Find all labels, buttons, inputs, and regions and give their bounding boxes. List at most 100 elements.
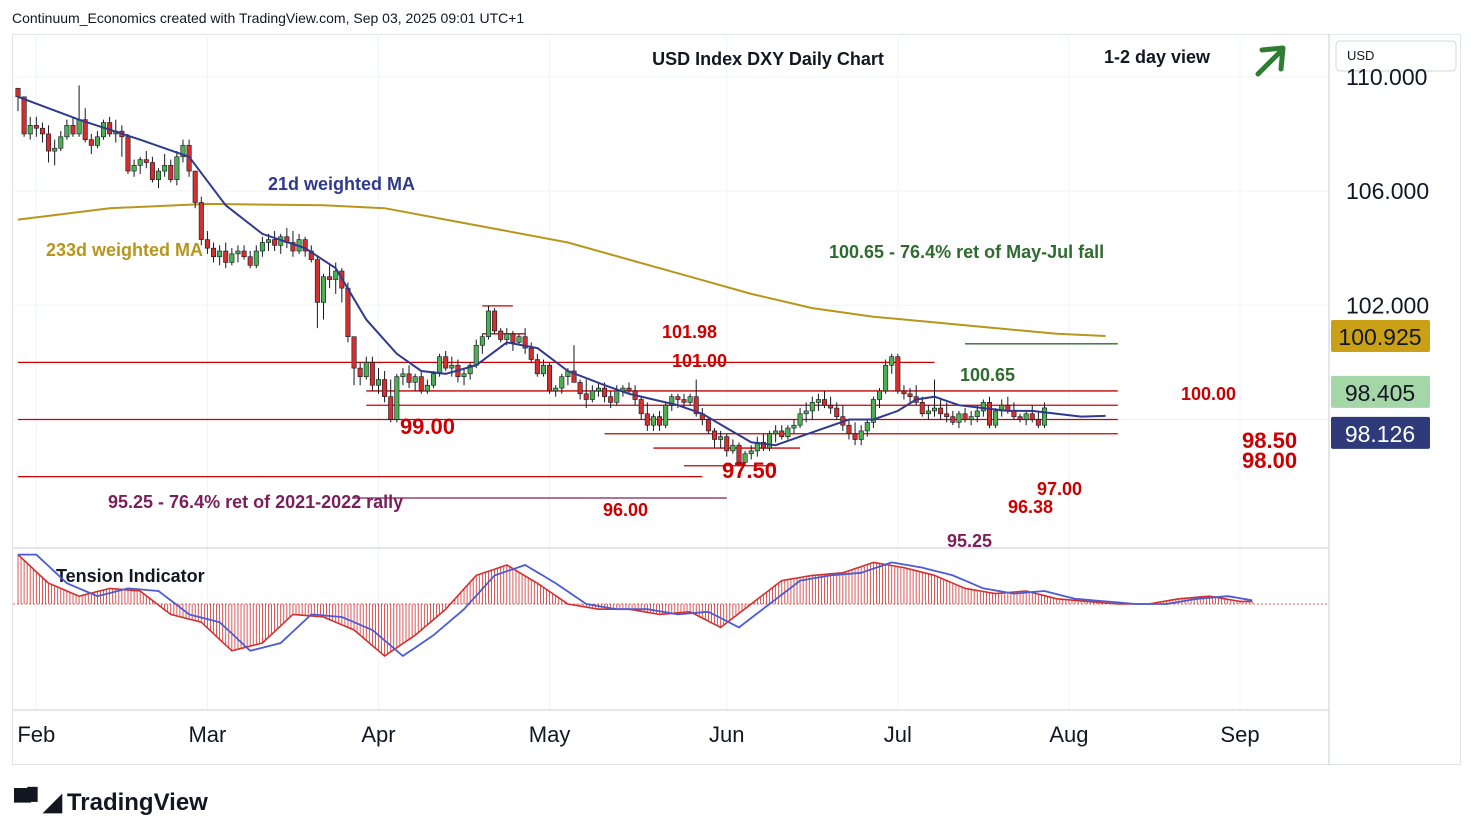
candle <box>852 422 858 446</box>
candle <box>534 353 540 377</box>
candle <box>956 410 962 429</box>
candle-body <box>901 390 907 395</box>
candle-body <box>498 330 504 340</box>
level-label-96.00: 96.00 <box>603 500 648 520</box>
candle-body <box>406 373 412 383</box>
candle-body <box>993 410 999 426</box>
candle-body <box>925 410 931 415</box>
candle-body <box>742 453 748 463</box>
candle-body <box>938 407 944 415</box>
candle-body <box>748 450 754 455</box>
candle <box>730 439 736 454</box>
level-label-100.00: 100.00 <box>1181 384 1236 404</box>
candle <box>192 170 198 209</box>
ma233-path <box>17 202 1106 337</box>
candle-body <box>357 367 363 377</box>
candle-body <box>217 250 223 258</box>
candle <box>412 373 418 391</box>
candle <box>229 248 235 266</box>
candle <box>828 396 834 414</box>
candle-body <box>46 133 52 152</box>
candle <box>773 425 779 443</box>
candle <box>52 139 58 166</box>
annotation-76-4-may-jul: 100.65 - 76.4% ret of May-Jul fall <box>829 242 1104 262</box>
candle-body <box>162 165 168 172</box>
candle <box>247 251 253 269</box>
candle <box>528 342 534 363</box>
candle <box>241 245 247 260</box>
candle-body <box>705 419 711 432</box>
candle-body <box>559 376 565 389</box>
candle-body <box>974 410 980 417</box>
candle <box>76 85 82 137</box>
candle <box>712 428 718 449</box>
candle-body <box>516 336 522 343</box>
candle <box>663 402 669 429</box>
candle-body <box>467 364 473 375</box>
currency-label: USD <box>1347 48 1374 63</box>
candle-body <box>852 433 858 440</box>
level-label-99.00: 99.00 <box>400 414 455 439</box>
candle-body <box>1035 419 1041 426</box>
candle-body <box>577 382 583 395</box>
candle-body <box>174 156 180 180</box>
candle <box>351 336 357 386</box>
candle-body <box>522 336 528 349</box>
candle <box>278 233 284 254</box>
candle-body <box>333 270 339 280</box>
candle <box>58 131 64 152</box>
candle <box>296 233 302 254</box>
candle <box>143 151 149 169</box>
candle <box>760 433 766 451</box>
candle-body <box>540 364 546 375</box>
candle <box>901 385 907 400</box>
candle <box>583 379 589 409</box>
candle-body <box>534 359 540 375</box>
currency-box <box>1335 40 1457 72</box>
candle <box>650 413 656 431</box>
candle <box>64 119 70 140</box>
candle-body <box>595 387 601 392</box>
candle <box>449 356 455 377</box>
candle <box>168 159 174 183</box>
candle <box>748 445 754 460</box>
candle-body <box>272 239 278 246</box>
candle <box>742 450 748 466</box>
ma21-path <box>17 95 1106 447</box>
candle <box>883 359 889 394</box>
candle-body <box>1029 413 1035 420</box>
candle <box>846 419 852 440</box>
price-badge-label: 98.405 <box>1345 380 1415 406</box>
candle-body <box>94 136 100 146</box>
candle <box>259 236 265 257</box>
candle-body <box>638 399 644 415</box>
candle <box>107 116 113 137</box>
time-axis[interactable]: Feb Mar Apr May Jun Jul Aug Sep <box>17 722 1259 747</box>
candle <box>779 425 785 440</box>
candle <box>162 153 168 177</box>
candle-body <box>718 436 724 440</box>
candle <box>369 356 375 391</box>
candle <box>339 268 345 303</box>
candle-body <box>657 416 663 426</box>
level-label-97.00: 97.00 <box>1037 479 1082 499</box>
candle-body <box>950 416 956 423</box>
candle-body <box>485 310 491 337</box>
candle <box>357 362 363 386</box>
candle-body <box>681 399 687 403</box>
trend-arrow-head <box>1259 45 1286 72</box>
candle <box>736 442 742 466</box>
candle <box>699 408 705 426</box>
candle <box>198 196 204 246</box>
candle <box>657 410 663 431</box>
candle <box>540 359 546 377</box>
candle-body <box>156 170 162 180</box>
candle <box>577 379 583 400</box>
ma233-line <box>17 202 1106 337</box>
candle <box>938 399 944 420</box>
price-badge-bg <box>1331 375 1430 408</box>
x-tick-label-may: May <box>529 722 571 747</box>
tradingview-logo[interactable]: ▀▘◢ TradingView <box>14 788 208 817</box>
